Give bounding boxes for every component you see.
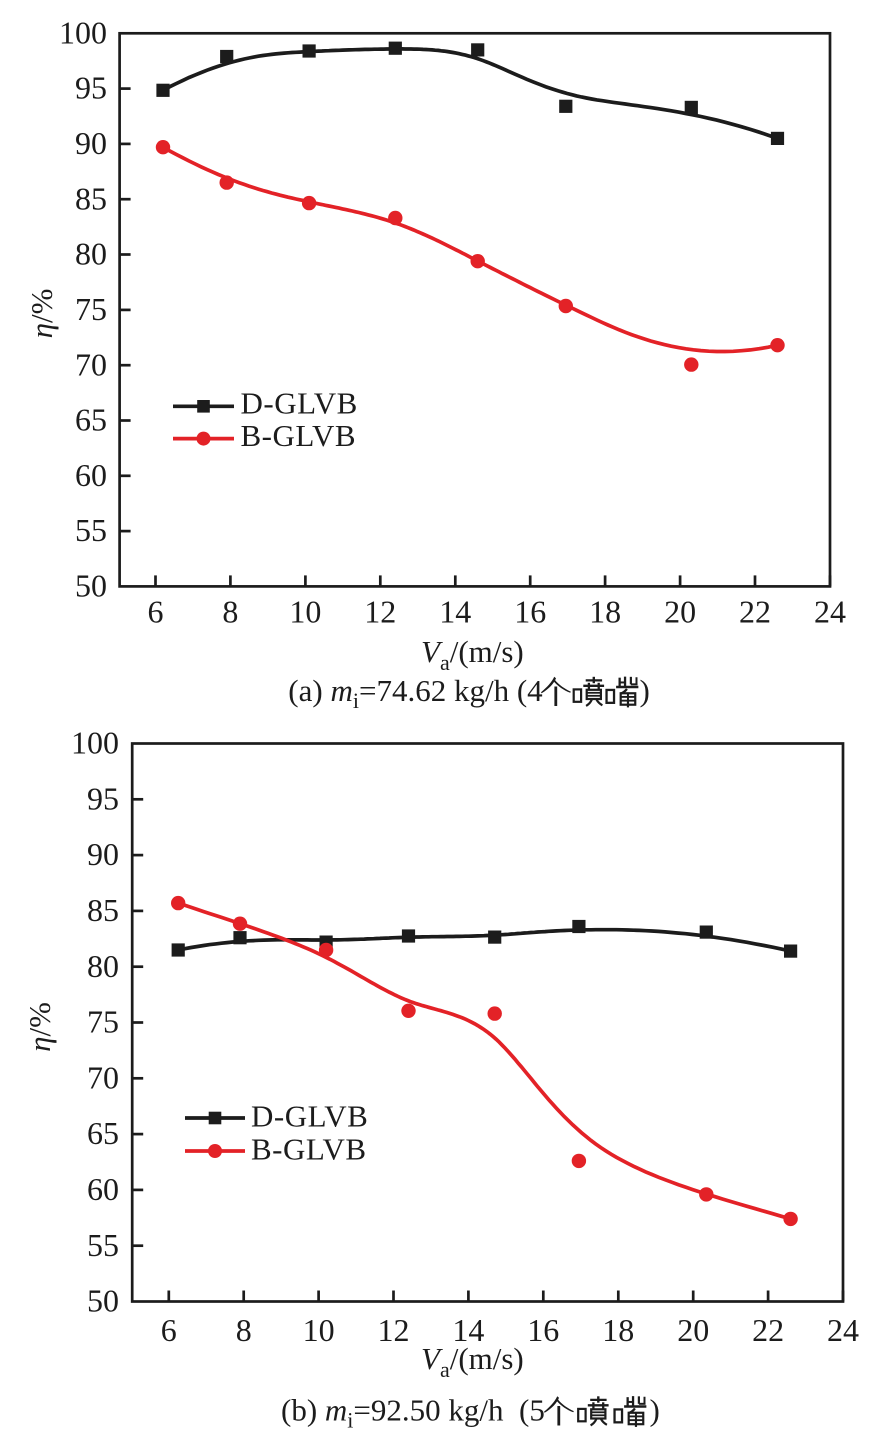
svg-text:10: 10 xyxy=(289,594,321,630)
svg-text:85: 85 xyxy=(87,892,119,928)
svg-text:24: 24 xyxy=(827,1312,859,1348)
svg-text:6: 6 xyxy=(148,594,164,630)
svg-text:65: 65 xyxy=(75,402,107,438)
svg-text:Va/(m/s): Va/(m/s) xyxy=(421,1341,524,1382)
svg-text:100: 100 xyxy=(59,14,107,50)
svg-text:75: 75 xyxy=(75,291,107,327)
svg-text:85: 85 xyxy=(75,180,107,216)
svg-text:D-GLVB: D-GLVB xyxy=(251,1099,368,1134)
svg-text:55: 55 xyxy=(87,1227,119,1263)
svg-text:6: 6 xyxy=(161,1312,177,1348)
svg-text:22: 22 xyxy=(752,1312,784,1348)
svg-text:20: 20 xyxy=(664,594,696,630)
svg-text:16: 16 xyxy=(514,594,546,630)
svg-text:14: 14 xyxy=(439,594,471,630)
svg-text:B-GLVB: B-GLVB xyxy=(251,1132,367,1167)
svg-text:90: 90 xyxy=(87,836,119,872)
svg-text:80: 80 xyxy=(75,236,107,272)
svg-text:70: 70 xyxy=(87,1059,119,1095)
svg-text:20: 20 xyxy=(677,1312,709,1348)
svg-text:D-GLVB: D-GLVB xyxy=(241,386,358,421)
svg-text:10: 10 xyxy=(303,1312,335,1348)
svg-text:Va/(m/s): Va/(m/s) xyxy=(421,634,524,675)
svg-text:12: 12 xyxy=(364,594,396,630)
svg-text:90: 90 xyxy=(75,125,107,161)
svg-text:(b) mi=92.50 kg/h (5: (b) mi=92.50 kg/h (5 xyxy=(281,1393,545,1433)
svg-text:): ) xyxy=(640,673,650,708)
svg-text:60: 60 xyxy=(75,457,107,493)
svg-text:12: 12 xyxy=(378,1312,410,1348)
svg-text:16: 16 xyxy=(527,1312,559,1348)
svg-text:80: 80 xyxy=(87,948,119,984)
svg-text:60: 60 xyxy=(87,1171,119,1207)
svg-text:): ) xyxy=(650,1393,660,1428)
svg-text:100: 100 xyxy=(71,725,119,761)
svg-text:95: 95 xyxy=(87,780,119,816)
svg-text:B-GLVB: B-GLVB xyxy=(241,418,357,453)
svg-text:η/%: η/% xyxy=(24,289,59,339)
svg-text:24: 24 xyxy=(814,594,846,630)
svg-text:50: 50 xyxy=(75,568,107,604)
svg-text:18: 18 xyxy=(602,1312,634,1348)
svg-text:95: 95 xyxy=(75,70,107,106)
svg-text:18: 18 xyxy=(589,594,621,630)
svg-text:55: 55 xyxy=(75,512,107,548)
svg-text:65: 65 xyxy=(87,1115,119,1151)
svg-text:η/%: η/% xyxy=(22,1002,57,1052)
svg-text:8: 8 xyxy=(222,594,238,630)
svg-text:22: 22 xyxy=(739,594,771,630)
svg-text:14: 14 xyxy=(452,1312,484,1348)
svg-text:(a) mi=74.62 kg/h (4: (a) mi=74.62 kg/h (4 xyxy=(288,673,543,713)
svg-text:75: 75 xyxy=(87,1004,119,1040)
svg-text:50: 50 xyxy=(87,1283,119,1319)
svg-text:70: 70 xyxy=(75,346,107,382)
svg-text:8: 8 xyxy=(236,1312,252,1348)
